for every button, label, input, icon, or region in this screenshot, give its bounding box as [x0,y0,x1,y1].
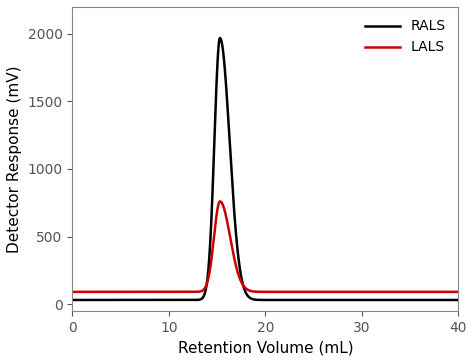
RALS [298,298,304,302]
LALS [89,290,95,294]
Line: LALS: LALS [73,201,458,292]
Legend: RALS, LALS: RALS, LALS [359,14,451,60]
RALS [356,298,361,302]
RALS [315,298,320,302]
LALS [456,290,461,294]
RALS [217,36,223,40]
LALS [298,290,304,294]
Y-axis label: Detector Response (mV): Detector Response (mV) [7,65,22,253]
X-axis label: Retention Volume (mL): Retention Volume (mL) [178,340,353,355]
LALS [70,290,75,294]
Line: RALS: RALS [73,38,458,300]
RALS [89,298,95,302]
RALS [209,201,215,205]
LALS [217,199,223,203]
LALS [356,290,361,294]
LALS [209,252,215,256]
RALS [456,298,461,302]
RALS [376,298,382,302]
RALS [70,298,75,302]
LALS [315,290,320,294]
LALS [376,290,382,294]
